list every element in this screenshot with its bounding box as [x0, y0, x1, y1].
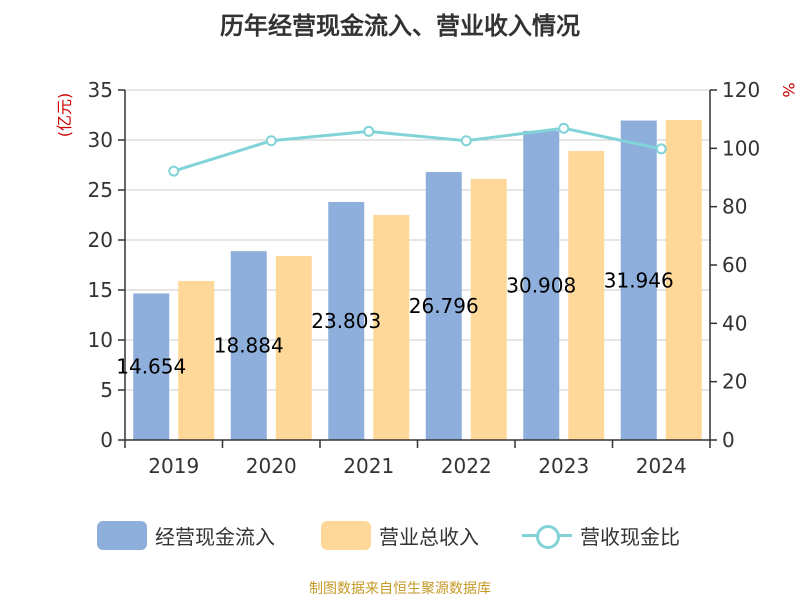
left-axis-unit: (亿元)	[55, 93, 74, 138]
left-tick-label: 30	[88, 128, 113, 152]
data-label-cash-inflow: 14.654	[116, 355, 186, 379]
left-tick-label: 5	[100, 378, 113, 402]
legend-swatch-cash-inflow	[97, 520, 147, 550]
left-tick-label: 15	[88, 278, 113, 302]
ratio-point	[265, 135, 277, 147]
legend: 经营现金流入 营业总收入 营收现金比	[0, 516, 800, 554]
ratio-point	[460, 135, 472, 147]
ratio-point	[363, 125, 375, 137]
left-tick-label: 0	[100, 428, 113, 452]
right-axis-unit: %	[779, 82, 798, 97]
axes: 0 5 10 15 20 25 30 35 0 20 40 60 80 100 120 2019 2020 202…	[55, 78, 798, 478]
bars	[133, 120, 702, 441]
left-tick-label: 10	[88, 328, 113, 352]
right-tick-label: 20	[722, 370, 747, 394]
data-label-cash-inflow: 23.803	[311, 309, 381, 333]
bar-cash-inflow	[328, 201, 365, 440]
bar-cash-inflow	[620, 120, 657, 440]
legend-line-marker-ratio	[522, 521, 572, 550]
left-tick-label: 25	[88, 178, 113, 202]
data-label-cash-inflow: 26.796	[409, 294, 479, 318]
bar-revenue	[373, 215, 410, 440]
right-tick-label: 120	[722, 78, 760, 102]
legend-item-ratio[interactable]: 营收现金比	[522, 516, 680, 554]
bar-labels: 14.654 18.884 23.803 26.796 30.908 31.946	[116, 268, 673, 378]
ratio-point	[655, 143, 667, 155]
chart-title: 历年经营现金流入、营业收入情况	[220, 12, 580, 40]
right-tick-label: 80	[722, 195, 747, 219]
left-tick-label: 35	[88, 78, 113, 102]
legend-swatch-revenue	[321, 520, 371, 550]
data-label-cash-inflow: 30.908	[506, 273, 576, 297]
legend-item-revenue[interactable]: 营业总收入	[321, 516, 479, 554]
bar-revenue	[178, 281, 215, 440]
legend-label-revenue: 营业总收入	[379, 524, 479, 549]
bar-revenue	[470, 179, 507, 440]
x-tick-label: 2023	[538, 454, 589, 478]
data-source-note: 制图数据来自恒生聚源数据库	[309, 581, 491, 597]
x-tick-label: 2021	[343, 454, 394, 478]
bar-cash-inflow	[523, 130, 560, 441]
right-tick-label: 60	[722, 253, 747, 277]
bar-cash-inflow	[425, 172, 462, 441]
bar-revenue	[665, 120, 702, 440]
ratio-point	[558, 122, 570, 134]
right-tick-label: 40	[722, 311, 747, 335]
legend-label-ratio: 营收现金比	[580, 524, 680, 549]
data-label-cash-inflow: 31.946	[604, 268, 674, 292]
x-tick-label: 2020	[246, 454, 297, 478]
x-tick-label: 2022	[441, 454, 492, 478]
data-label-cash-inflow: 18.884	[214, 334, 284, 358]
legend-label-cash-inflow: 经营现金流入	[155, 524, 275, 549]
right-tick-label: 100	[722, 136, 760, 160]
ratio-line-path	[173, 126, 662, 173]
ratio-line	[168, 122, 667, 177]
bar-revenue	[275, 256, 312, 440]
bar-revenue	[568, 151, 605, 440]
ratio-point	[168, 165, 180, 177]
left-tick-label: 20	[88, 228, 113, 252]
x-tick-label: 2019	[148, 454, 199, 478]
bar-cash-inflow	[133, 293, 170, 440]
x-tick-label: 2024	[636, 454, 687, 478]
bar-cash-inflow	[230, 251, 267, 440]
legend-item-cash-inflow[interactable]: 经营现金流入	[97, 516, 275, 554]
right-tick-label: 0	[722, 428, 735, 452]
